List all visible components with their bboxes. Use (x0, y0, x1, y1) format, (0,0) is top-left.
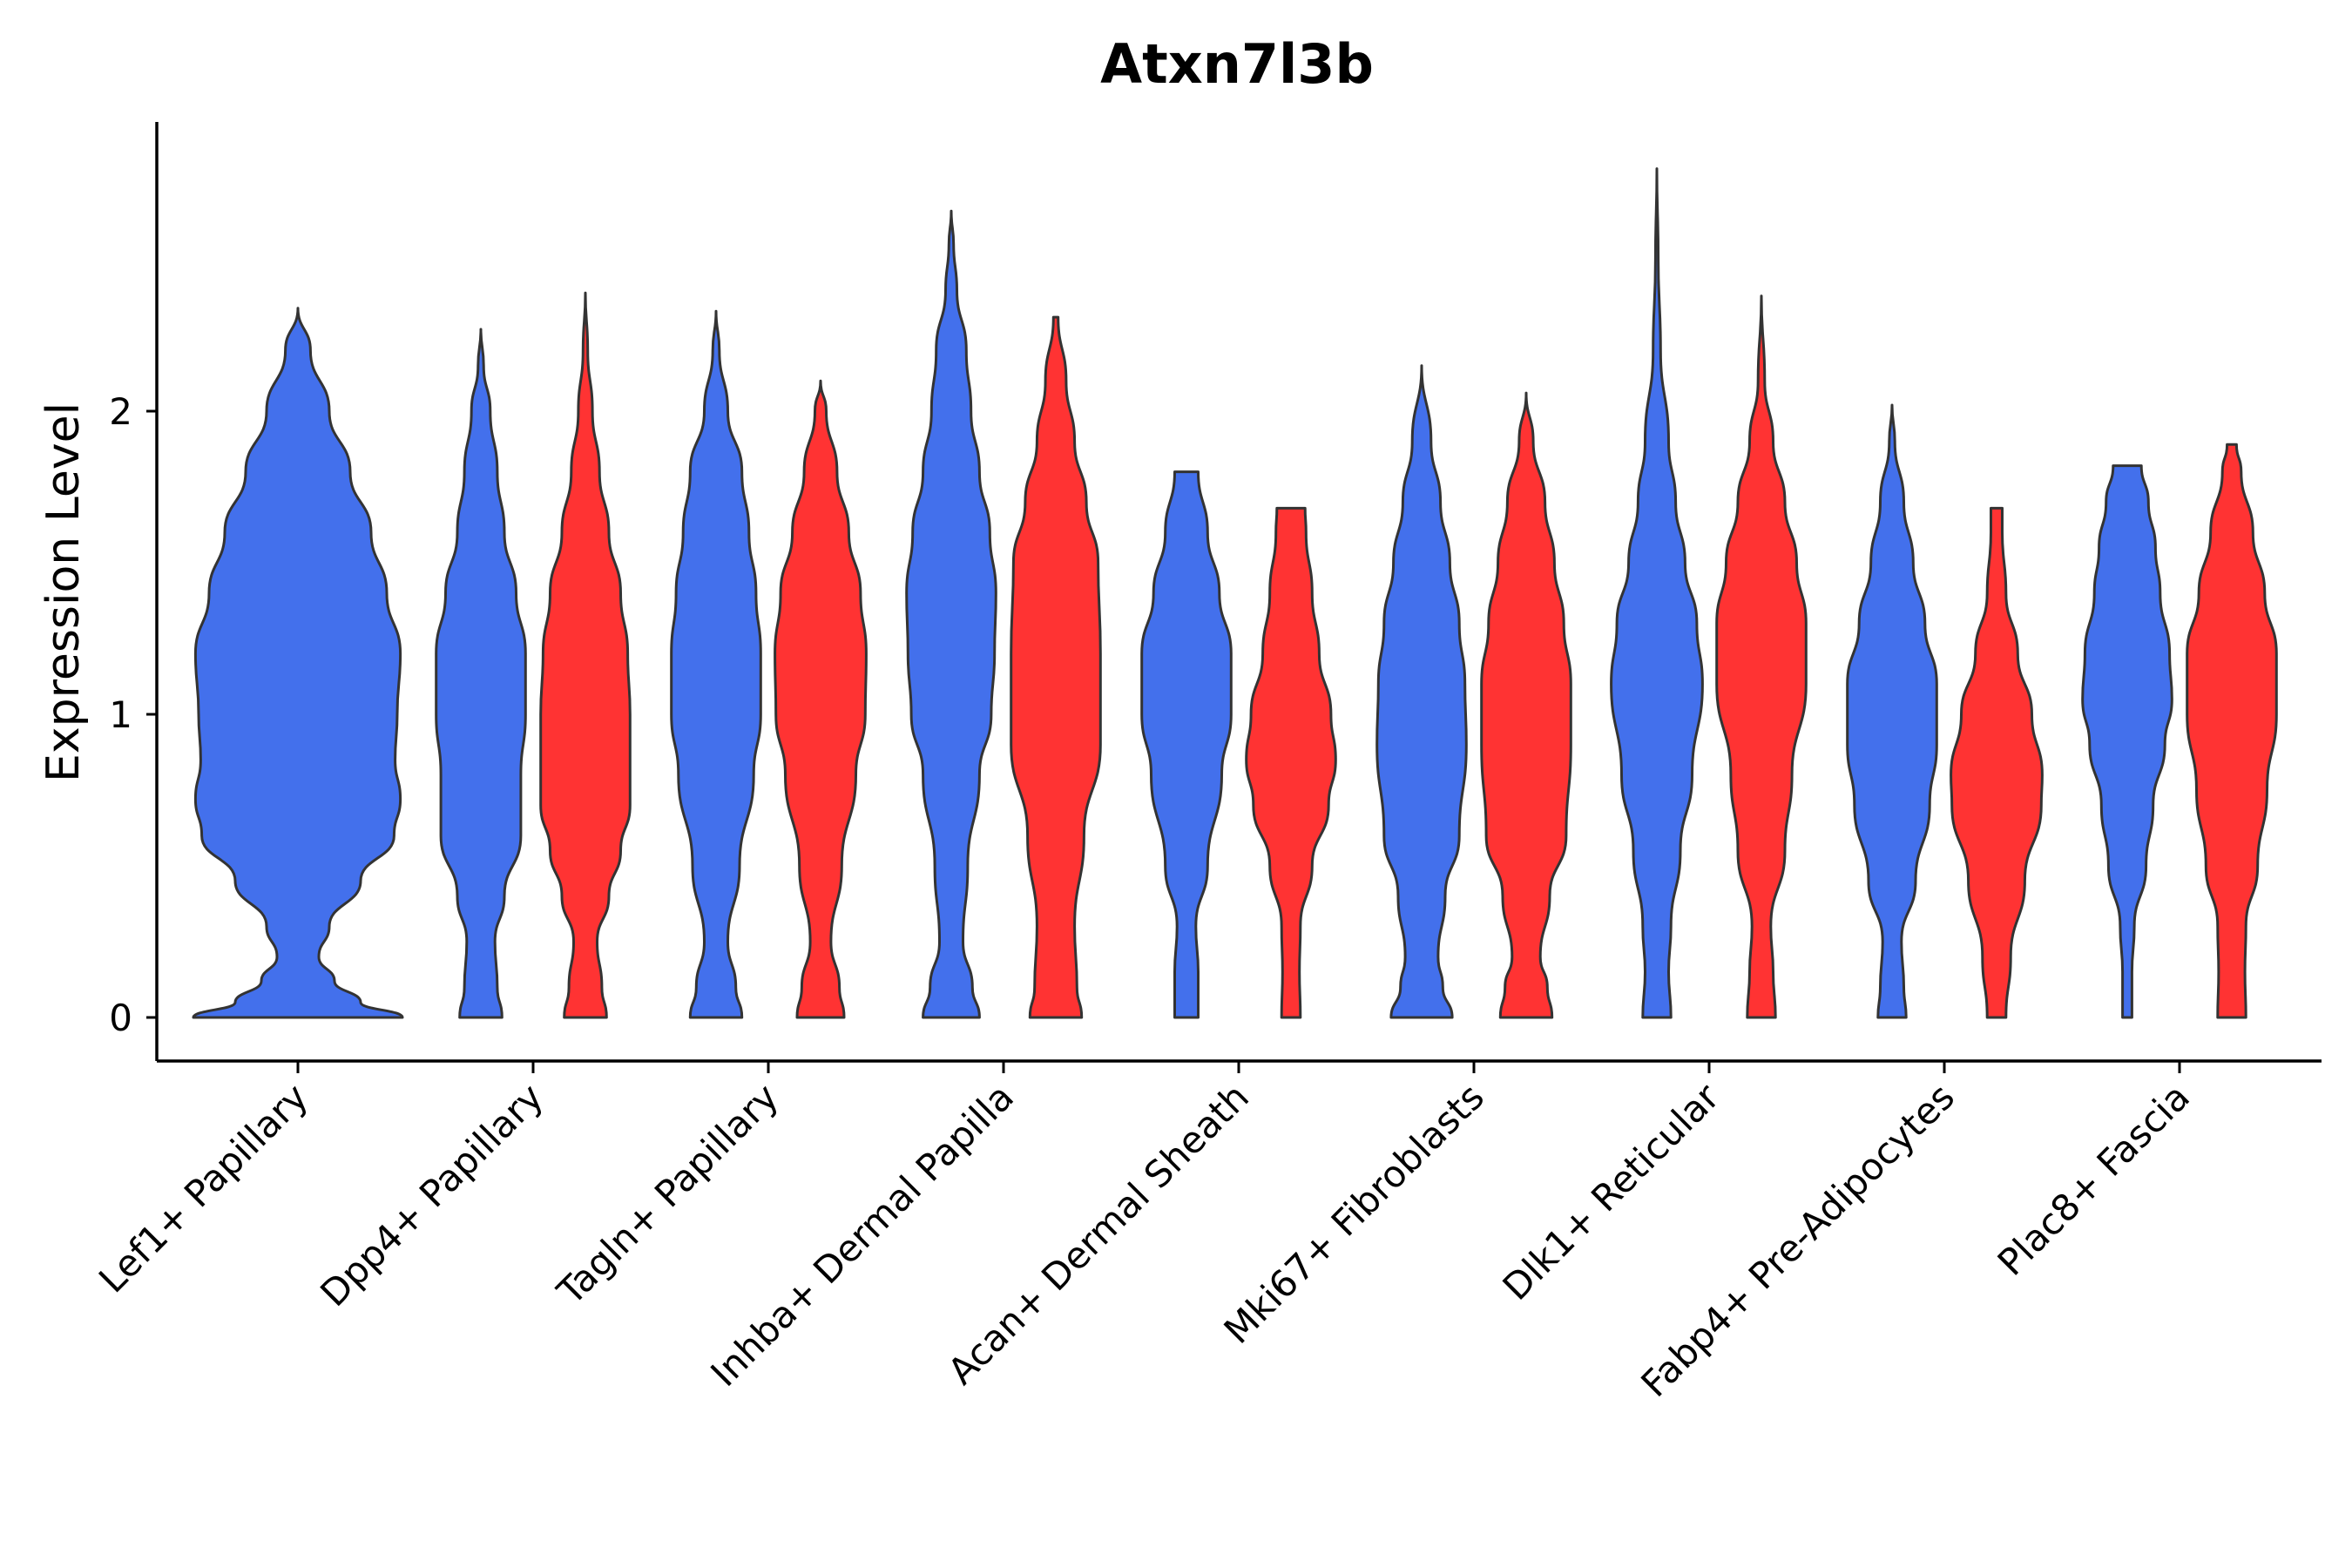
x-tick-label-2: Dpp4+ Papillary (312, 1075, 551, 1315)
violin-6-group2 (1480, 391, 1572, 1019)
violin-4-group2 (1010, 315, 1102, 1019)
violin-9-group2 (2186, 443, 2278, 1019)
y-tick-label-0: 0 (109, 997, 132, 1039)
violin-5-group2 (1245, 506, 1337, 1019)
violin-7-group1 (1610, 167, 1704, 1019)
x-tick-label-3: Tagln+ Papillary (549, 1075, 787, 1313)
violin-9-group1 (2081, 464, 2173, 1019)
violin-8-group2 (1950, 506, 2044, 1019)
violin-8-group1 (1846, 403, 1938, 1019)
y-tick-label-2: 2 (109, 390, 132, 433)
y-tick-label-1: 1 (109, 693, 132, 736)
x-tick-label-6: Mki67+ Fibroblasts (1216, 1075, 1492, 1351)
violin-6-group1 (1375, 364, 1468, 1019)
violin-2-group1 (435, 328, 527, 1019)
chart-title: Atxn7l3b (1100, 32, 1374, 96)
violin-1-group1 (192, 307, 404, 1019)
x-tick-label-9: Plac8+ Fascia (1990, 1075, 2198, 1283)
violin-4-group1 (905, 209, 997, 1019)
y-axis-label: Expression Level (37, 402, 90, 782)
y-ticks: 0 1 2 (109, 390, 157, 1039)
violin-2-group2 (539, 291, 632, 1019)
violin-3-group1 (670, 309, 762, 1019)
x-tick-label-1: Lef1+ Papillary (91, 1075, 316, 1301)
violin-5-group1 (1140, 470, 1233, 1019)
x-tick-label-7: Dlk1+ Reticular (1495, 1075, 1728, 1308)
violin-7-group2 (1715, 294, 1808, 1019)
violins-layer (192, 167, 2278, 1019)
violin-3-group2 (774, 379, 868, 1019)
